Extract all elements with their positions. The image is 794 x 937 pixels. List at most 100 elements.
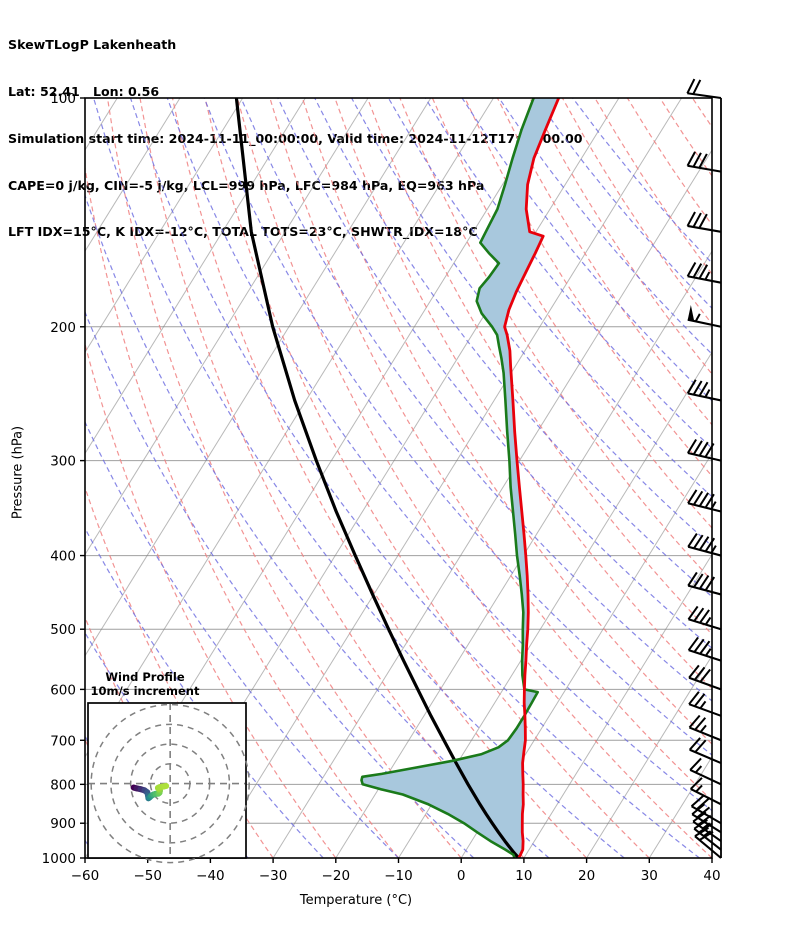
isotherm-line: [85, 98, 432, 657]
barb-full-feather: [687, 533, 698, 548]
barb-full-feather: [699, 640, 711, 655]
barb-full-feather: [688, 664, 700, 679]
barb-half-feather: [704, 271, 711, 281]
dry-adiabat-line: [106, 98, 462, 858]
y-tick-label: 400: [50, 549, 76, 565]
mixing-ratio-line: [85, 310, 475, 858]
mixing-ratio-line: [498, 98, 712, 355]
barb-full-feather: [704, 537, 716, 552]
dry-adiabat-line: [626, 98, 712, 226]
x-tick-label: −10: [384, 868, 413, 884]
dry-adiabat-line: [204, 98, 650, 858]
wind-barb: [690, 777, 722, 806]
saturated-layer-shading: [361, 98, 559, 858]
y-tick-label: 600: [50, 682, 76, 698]
barb-full-feather: [692, 212, 702, 228]
isotherm-line: [85, 98, 369, 556]
barb-half-feather: [699, 700, 707, 709]
isotherm-line: [85, 98, 181, 253]
barb-shaft: [687, 92, 722, 100]
x-tick-label: −60: [71, 868, 100, 884]
dry-adiabat-line: [334, 98, 712, 690]
y-tick-label: 800: [50, 777, 76, 793]
barb-full-feather: [692, 490, 704, 506]
y-axis-title: Pressure (hPa): [10, 425, 26, 520]
barb-full-feather: [686, 211, 696, 227]
mixing-ratio-line: [240, 98, 712, 702]
barb-full-feather: [686, 379, 697, 394]
barb-full-feather: [704, 576, 716, 591]
barb-shaft: [691, 805, 722, 825]
barb-full-feather: [693, 534, 704, 549]
isotherm-line: [775, 98, 794, 858]
dry-adiabat-line: [561, 98, 712, 325]
hodograph-frame: [87, 702, 247, 859]
barb-shaft: [689, 769, 722, 786]
barb-full-feather: [704, 443, 715, 458]
wind-barb: [688, 737, 722, 765]
barb-full-feather: [698, 492, 709, 507]
barb-full-feather: [693, 666, 706, 681]
barb-full-feather: [698, 536, 710, 551]
barb-shaft: [687, 224, 722, 233]
barb-shaft: [687, 451, 722, 462]
barb-half-feather: [710, 501, 717, 510]
wind-barb: [687, 533, 722, 557]
barb-half-feather: [704, 616, 712, 626]
mixing-ratio-line: [572, 98, 712, 264]
wind-barb: [688, 664, 722, 691]
barb-half-feather: [710, 545, 717, 554]
barb-full-feather: [687, 636, 699, 651]
barb-full-feather: [698, 441, 709, 457]
wind-barb: [689, 757, 722, 786]
y-tick-label: 900: [50, 816, 76, 832]
dry-adiabat-line: [301, 98, 712, 745]
barb-full-feather: [692, 380, 703, 396]
barb-full-feather: [688, 714, 701, 729]
y-tick-label: 500: [50, 622, 76, 638]
x-tick-label: −50: [133, 868, 162, 884]
temperature-curve: [503, 98, 561, 858]
dry-adiabat-line: [171, 98, 588, 858]
isotherm-line: [0, 98, 55, 858]
x-tick-label: 20: [578, 868, 595, 884]
mixing-ratio-line: [351, 98, 712, 547]
barb-shaft: [689, 726, 722, 742]
barb-full-feather: [693, 638, 705, 653]
barb-shaft: [687, 318, 722, 328]
wind-barb: [686, 211, 722, 233]
mixing-ratio-line: [314, 98, 712, 598]
dry-adiabat-line: [399, 98, 712, 582]
mixing-ratio-line: [85, 527, 324, 858]
parcel-curve: [234, 98, 521, 858]
wind-barbs-group: [686, 78, 722, 859]
barb-pennant: [687, 305, 695, 322]
dry-adiabat-line: [431, 98, 712, 529]
barb-shaft: [687, 584, 722, 596]
y-tick-label: 1000: [42, 851, 76, 867]
barb-shaft: [688, 703, 722, 717]
y-tick-label: 700: [50, 733, 76, 749]
barb-full-feather: [704, 493, 715, 509]
dry-adiabat-line: [85, 164, 399, 858]
barb-full-feather: [686, 261, 697, 277]
dry-adiabat-line: [659, 98, 712, 177]
barb-full-feather: [699, 609, 710, 624]
wind-barb: [687, 305, 722, 328]
hodograph-title: Wind Profile 10m/s increment: [45, 670, 245, 698]
x-tick-label: 40: [703, 868, 720, 884]
barb-full-feather: [699, 668, 711, 683]
barb-full-feather: [693, 693, 706, 707]
barb-full-feather: [698, 575, 710, 590]
barb-full-feather: [694, 827, 709, 837]
barb-full-feather: [698, 153, 708, 169]
isotherm-line: [272, 149, 712, 858]
barb-full-feather: [687, 571, 698, 587]
barb-full-feather: [687, 605, 699, 620]
dry-adiabat-line: [269, 98, 712, 802]
isotherm-line: [85, 98, 306, 455]
isotherm-line: [523, 553, 712, 858]
barb-full-feather: [692, 263, 703, 278]
wind-barb: [686, 379, 722, 402]
